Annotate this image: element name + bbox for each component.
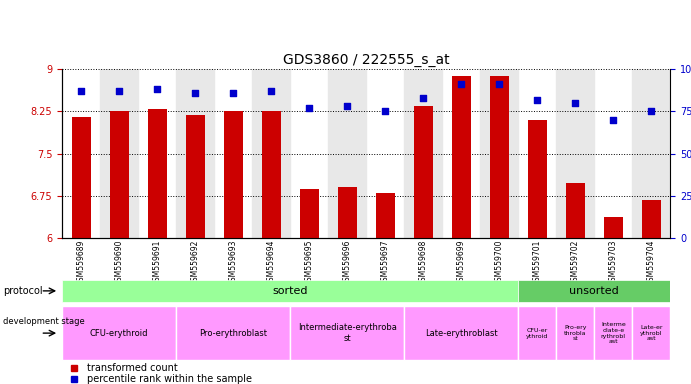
Text: Intermediate-erythroba
st: Intermediate-erythroba st xyxy=(298,323,397,343)
Bar xyxy=(328,69,366,238)
Bar xyxy=(72,117,91,238)
Text: percentile rank within the sample: percentile rank within the sample xyxy=(86,374,252,384)
Bar xyxy=(566,183,585,238)
Text: unsorted: unsorted xyxy=(569,286,619,296)
Point xyxy=(455,81,466,88)
Point xyxy=(113,88,124,94)
Point xyxy=(531,96,542,103)
Bar xyxy=(262,111,281,238)
Point xyxy=(493,81,504,88)
Text: Late-er
ythrobl
ast: Late-er ythrobl ast xyxy=(640,325,663,341)
Bar xyxy=(186,115,205,238)
Point xyxy=(75,88,86,94)
Point xyxy=(379,108,390,114)
FancyBboxPatch shape xyxy=(518,306,556,360)
Bar xyxy=(452,76,471,238)
Bar xyxy=(642,200,661,238)
Bar xyxy=(338,187,357,238)
Text: Late-erythroblast: Late-erythroblast xyxy=(425,329,498,338)
Bar xyxy=(100,69,138,238)
Bar xyxy=(176,69,214,238)
Point xyxy=(417,95,428,101)
Point xyxy=(645,108,656,114)
Text: Pro-ery
throbla
st: Pro-ery throbla st xyxy=(564,325,587,341)
FancyBboxPatch shape xyxy=(556,306,594,360)
Bar xyxy=(376,193,395,238)
Point xyxy=(227,90,239,96)
Point xyxy=(265,88,276,94)
Bar xyxy=(632,69,670,238)
Text: CFU-er
ythroid: CFU-er ythroid xyxy=(526,328,549,339)
Bar xyxy=(148,109,167,238)
Bar xyxy=(528,120,547,238)
Bar xyxy=(556,69,594,238)
Bar xyxy=(490,76,509,238)
FancyBboxPatch shape xyxy=(632,306,670,360)
Title: GDS3860 / 222555_s_at: GDS3860 / 222555_s_at xyxy=(283,53,450,67)
Point xyxy=(569,100,580,106)
FancyBboxPatch shape xyxy=(62,306,176,360)
Point xyxy=(151,86,162,93)
Text: Pro-erythroblast: Pro-erythroblast xyxy=(199,329,267,338)
Point xyxy=(607,117,618,123)
Text: transformed count: transformed count xyxy=(86,363,178,373)
Point xyxy=(341,103,352,109)
FancyBboxPatch shape xyxy=(62,280,518,302)
Text: CFU-erythroid: CFU-erythroid xyxy=(90,329,149,338)
Text: sorted: sorted xyxy=(272,286,308,296)
FancyBboxPatch shape xyxy=(176,306,290,360)
Bar xyxy=(110,111,129,238)
Point xyxy=(189,90,200,96)
Bar xyxy=(414,106,433,238)
Bar xyxy=(252,69,290,238)
Text: Interme
diate-e
rythrobl
ast: Interme diate-e rythrobl ast xyxy=(600,322,626,344)
Bar xyxy=(404,69,442,238)
Bar xyxy=(480,69,518,238)
Text: protocol: protocol xyxy=(3,286,43,296)
Text: development stage: development stage xyxy=(3,318,85,326)
Bar xyxy=(604,217,623,238)
FancyBboxPatch shape xyxy=(290,306,404,360)
Point xyxy=(303,105,314,111)
FancyBboxPatch shape xyxy=(404,306,518,360)
FancyBboxPatch shape xyxy=(594,306,632,360)
Bar xyxy=(224,111,243,238)
Bar xyxy=(300,189,319,238)
FancyBboxPatch shape xyxy=(518,280,670,302)
